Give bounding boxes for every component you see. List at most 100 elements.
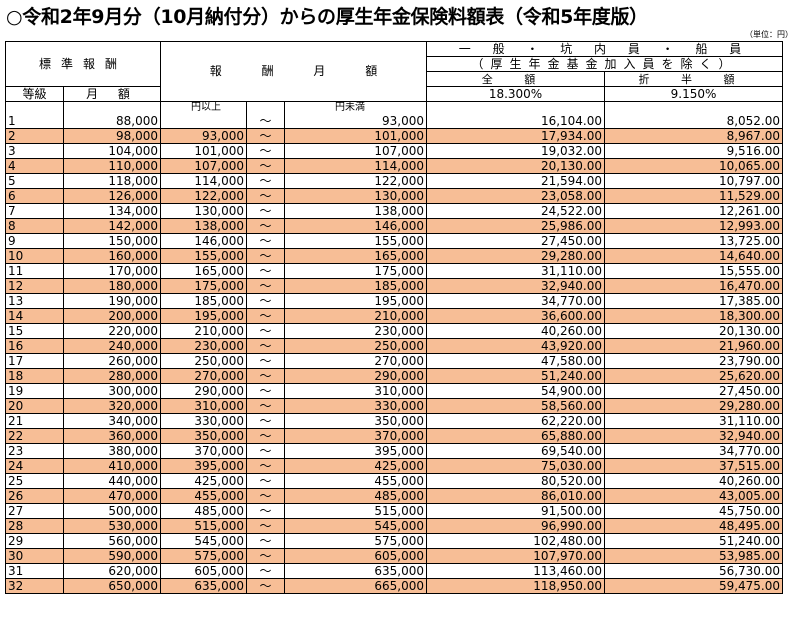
range-tilde: ～ bbox=[246, 233, 286, 249]
grade-cell: 31 bbox=[5, 563, 64, 579]
full-amount-cell: 40,260.00 bbox=[426, 323, 606, 339]
range-to-cell: 122,000 bbox=[284, 173, 428, 189]
header-general-line1: 一 般 ・ 坑 内 員 ・ 船 員 bbox=[426, 41, 784, 57]
monthly-amount-cell: 530,000 bbox=[62, 518, 162, 534]
half-amount-cell: 21,960.00 bbox=[604, 338, 784, 354]
grade-cell: 7 bbox=[5, 203, 64, 219]
grade-cell: 24 bbox=[5, 458, 64, 474]
full-amount-cell: 29,280.00 bbox=[426, 248, 606, 264]
range-from-cell: 515,000 bbox=[160, 518, 248, 534]
table-row: 10 160,000 155,000 ～ 165,000 29,280.00 14,640.… bbox=[5, 248, 784, 264]
range-tilde: ～ bbox=[246, 278, 286, 294]
range-to-cell: 114,000 bbox=[284, 158, 428, 174]
range-tilde: ～ bbox=[246, 443, 286, 459]
grade-cell: 9 bbox=[5, 233, 64, 249]
range-to-cell: 455,000 bbox=[284, 473, 428, 489]
table-row: 29 560,000 545,000 ～ 575,000 102,480.00 51,240… bbox=[5, 533, 784, 549]
table-row: 8 142,000 138,000 ～ 146,000 25,986.00 12,993.0… bbox=[5, 218, 784, 234]
premium-table: 標準報酬 報 酬 月 額 一 般 ・ 坑 内 員 ・ 船 員 （厚生年金基金加入… bbox=[4, 41, 784, 594]
range-from-cell: 455,000 bbox=[160, 488, 248, 504]
table-row: 32 650,000 635,000 ～ 665,000 118,950.00 59,475… bbox=[5, 578, 784, 594]
table-row: 15 220,000 210,000 ～ 230,000 40,260.00 20,130.… bbox=[5, 323, 784, 339]
range-from-cell: 101,000 bbox=[160, 143, 248, 159]
monthly-amount-cell: 98,000 bbox=[62, 128, 162, 144]
full-amount-cell: 32,940.00 bbox=[426, 278, 606, 294]
table-row: 9 150,000 146,000 ～ 155,000 27,450.00 13,725.0… bbox=[5, 233, 784, 249]
table-row: 5 118,000 114,000 ～ 122,000 21,594.00 10,797.0… bbox=[5, 173, 784, 189]
half-amount-cell: 11,529.00 bbox=[604, 188, 784, 204]
range-from-cell: 290,000 bbox=[160, 383, 248, 399]
range-tilde: ～ bbox=[246, 143, 286, 159]
table-row: 27 500,000 485,000 ～ 515,000 91,500.00 45,750.… bbox=[5, 503, 784, 519]
grade-cell: 19 bbox=[5, 383, 64, 399]
range-to-cell: 138,000 bbox=[284, 203, 428, 219]
range-from-cell: 395,000 bbox=[160, 458, 248, 474]
table-row: 30 590,000 575,000 ～ 605,000 107,970.00 53,985… bbox=[5, 548, 784, 564]
half-amount-cell: 17,385.00 bbox=[604, 293, 784, 309]
grade-cell: 18 bbox=[5, 368, 64, 384]
range-tilde: ～ bbox=[246, 398, 286, 414]
half-amount-cell: 56,730.00 bbox=[604, 563, 784, 579]
grade-cell: 16 bbox=[5, 338, 64, 354]
full-amount-cell: 118,950.00 bbox=[426, 578, 606, 594]
monthly-amount-cell: 88,000 bbox=[62, 101, 162, 129]
half-amount-cell: 10,797.00 bbox=[604, 173, 784, 189]
table-row: 17 260,000 250,000 ～ 270,000 47,580.00 23,790.… bbox=[5, 353, 784, 369]
range-to-cell: 290,000 bbox=[284, 368, 428, 384]
header-grade: 等級 bbox=[5, 86, 64, 102]
range-from-cell: 107,000 bbox=[160, 158, 248, 174]
full-amount-cell: 23,058.00 bbox=[426, 188, 606, 204]
half-amount-cell: 8,967.00 bbox=[604, 128, 784, 144]
range-tilde: ～ bbox=[246, 458, 286, 474]
monthly-amount-cell: 110,000 bbox=[62, 158, 162, 174]
full-amount-cell: 24,522.00 bbox=[426, 203, 606, 219]
range-from-cell: 250,000 bbox=[160, 353, 248, 369]
monthly-amount-cell: 470,000 bbox=[62, 488, 162, 504]
half-amount-cell: 31,110.00 bbox=[604, 413, 784, 429]
grade-cell: 1 bbox=[5, 101, 64, 129]
half-amount-cell: 8,052.00 bbox=[604, 101, 784, 129]
range-from-cell: 210,000 bbox=[160, 323, 248, 339]
range-from-cell: 485,000 bbox=[160, 503, 248, 519]
range-tilde: ～ bbox=[246, 203, 286, 219]
grade-cell: 29 bbox=[5, 533, 64, 549]
range-from-cell: 114,000 bbox=[160, 173, 248, 189]
range-tilde: ～ bbox=[246, 338, 286, 354]
grade-cell: 5 bbox=[5, 173, 64, 189]
range-tilde: ～ bbox=[246, 413, 286, 429]
half-amount-cell: 27,450.00 bbox=[604, 383, 784, 399]
range-tilde: ～ bbox=[246, 368, 286, 384]
range-to-cell: 250,000 bbox=[284, 338, 428, 354]
range-to-cell: 146,000 bbox=[284, 218, 428, 234]
range-to-cell: 370,000 bbox=[284, 428, 428, 444]
monthly-amount-cell: 560,000 bbox=[62, 533, 162, 549]
half-amount-cell: 15,555.00 bbox=[604, 263, 784, 279]
table-row: 13 190,000 185,000 ～ 195,000 34,770.00 17,385.… bbox=[5, 293, 784, 309]
monthly-amount-cell: 590,000 bbox=[62, 548, 162, 564]
range-tilde: ～ bbox=[246, 548, 286, 564]
table-row: 21 340,000 330,000 ～ 350,000 62,220.00 31,110.… bbox=[5, 413, 784, 429]
full-amount-cell: 43,920.00 bbox=[426, 338, 606, 354]
half-amount-cell: 10,065.00 bbox=[604, 158, 784, 174]
grade-cell: 17 bbox=[5, 353, 64, 369]
range-to-cell: 485,000 bbox=[284, 488, 428, 504]
half-amount-cell: 23,790.00 bbox=[604, 353, 784, 369]
monthly-amount-cell: 500,000 bbox=[62, 503, 162, 519]
grade-cell: 21 bbox=[5, 413, 64, 429]
half-amount-cell: 25,620.00 bbox=[604, 368, 784, 384]
range-from-cell: 605,000 bbox=[160, 563, 248, 579]
half-amount-cell: 32,940.00 bbox=[604, 428, 784, 444]
monthly-amount-cell: 118,000 bbox=[62, 173, 162, 189]
full-amount-cell: 19,032.00 bbox=[426, 143, 606, 159]
grade-cell: 10 bbox=[5, 248, 64, 264]
grade-cell: 26 bbox=[5, 488, 64, 504]
range-to-cell: 395,000 bbox=[284, 443, 428, 459]
table-row: 7 134,000 130,000 ～ 138,000 24,522.00 12,261.0… bbox=[5, 203, 784, 219]
header-full: 全 額 bbox=[426, 71, 606, 87]
range-to-cell: 107,000 bbox=[284, 143, 428, 159]
monthly-amount-cell: 104,000 bbox=[62, 143, 162, 159]
grade-cell: 22 bbox=[5, 428, 64, 444]
half-amount-cell: 14,640.00 bbox=[604, 248, 784, 264]
full-amount-cell: 20,130.00 bbox=[426, 158, 606, 174]
range-from-cell: 230,000 bbox=[160, 338, 248, 354]
